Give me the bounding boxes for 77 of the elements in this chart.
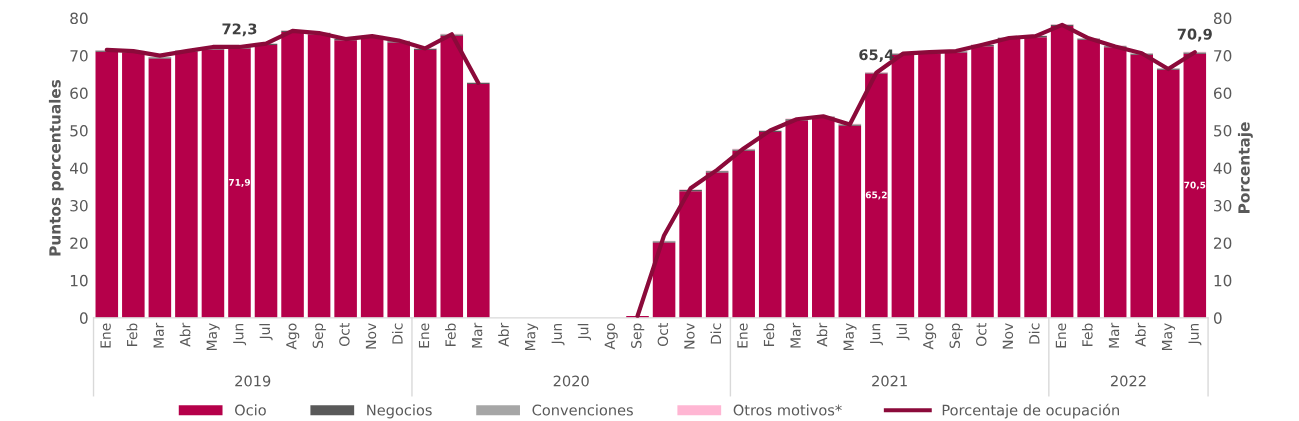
legend-label: Ocio bbox=[235, 404, 266, 416]
text: 2019 bbox=[235, 375, 271, 387]
x-tick-label: Dic bbox=[391, 323, 403, 344]
y2-tick-label: 20 bbox=[1214, 237, 1232, 249]
x-tick-label: Jul bbox=[577, 324, 592, 341]
x-tick-label: Nov bbox=[1002, 323, 1014, 349]
x-tick-label: Feb bbox=[763, 323, 775, 346]
y2-tick-label: 70 bbox=[1214, 50, 1232, 62]
x-tick-label: May bbox=[525, 323, 539, 351]
x-tick-label: Ago bbox=[923, 323, 937, 350]
text: 2021 bbox=[872, 375, 907, 387]
x-tick-label: May bbox=[206, 323, 220, 351]
data-label: 71,9 bbox=[228, 178, 251, 187]
y-tick-label: 80 bbox=[70, 12, 88, 25]
y-tick-label: 20 bbox=[70, 237, 88, 249]
x-tick-label: Nov bbox=[684, 323, 695, 349]
x-tick-label: Ene bbox=[418, 323, 430, 348]
x-tick-label: May bbox=[1161, 323, 1175, 351]
x-tick-label: Feb bbox=[126, 323, 138, 346]
y-tick-label: 40 bbox=[69, 162, 88, 174]
x-tick-label: Jun bbox=[1188, 323, 1202, 346]
legend-label: Negocios bbox=[367, 404, 432, 419]
y-tick-label: 50 bbox=[70, 124, 88, 137]
x-tick-label: Mar bbox=[153, 322, 164, 348]
data-label: 65,4 bbox=[859, 49, 894, 63]
x-tick-label: Mar bbox=[790, 322, 801, 348]
data-label: 70,5 bbox=[1184, 181, 1206, 190]
x-tick-label: Abr bbox=[179, 322, 191, 347]
y2-axis-title: Porcentaje bbox=[1237, 122, 1253, 213]
x-tick-label: Sep bbox=[312, 323, 326, 348]
y2-tick-label: 80 bbox=[1213, 12, 1232, 25]
y-tick-label: 60 bbox=[70, 87, 88, 100]
y-tick-label: 10 bbox=[70, 274, 88, 287]
x-tick-label: Ene bbox=[737, 323, 748, 348]
y2-tick-label: 50 bbox=[1214, 124, 1232, 137]
x-tick-label: Feb bbox=[1081, 323, 1093, 346]
x-tick-label: Ene bbox=[1055, 323, 1067, 348]
x-tick-label: Mar bbox=[1108, 322, 1120, 348]
y2-tick-label: 0 bbox=[1213, 312, 1222, 324]
x-tick-label: Oct bbox=[657, 323, 669, 346]
x-tick-label: Jul bbox=[259, 324, 273, 341]
legend-label: Porcentaje de ocupación bbox=[942, 403, 1119, 419]
text: 2020 bbox=[553, 375, 589, 387]
y-tick-label: 70 bbox=[70, 50, 88, 62]
x-tick-label: Jun bbox=[551, 323, 565, 346]
x-tick-label: Jun bbox=[233, 323, 247, 346]
x-tick-label: Ene bbox=[100, 323, 111, 348]
y2-tick-label: 60 bbox=[1214, 87, 1232, 100]
x-tick-label: Oct bbox=[976, 323, 987, 346]
x-tick-label: Dic bbox=[1028, 323, 1040, 344]
x-tick-label: Abr bbox=[1135, 322, 1146, 347]
x-tick-label: Oct bbox=[339, 323, 350, 346]
x-tick-label: Dic bbox=[710, 323, 722, 344]
x-tick-label: Mar bbox=[472, 322, 483, 348]
x-tick-label: Abr bbox=[816, 322, 828, 347]
x-tick-label: Sep bbox=[949, 323, 963, 348]
x-tick-label: Sep bbox=[631, 323, 645, 348]
data-label: 65,2 bbox=[865, 191, 887, 200]
text: 2022 bbox=[1110, 375, 1146, 387]
x-tick-label: Ago bbox=[286, 323, 300, 350]
x-tick-label: May bbox=[843, 323, 857, 351]
y2-tick-label: 10 bbox=[1214, 274, 1232, 287]
legend-label: Convenciones bbox=[532, 404, 633, 416]
x-tick-label: Jun bbox=[870, 323, 883, 346]
y-tick-label: 0 bbox=[79, 312, 88, 324]
y-axis-title: Puntos porcentuales bbox=[48, 79, 64, 256]
x-tick-label: Abr bbox=[498, 322, 509, 347]
x-tick-label: Feb bbox=[445, 323, 456, 346]
y2-tick-label: 40 bbox=[1213, 162, 1232, 174]
x-tick-label: Ago bbox=[604, 323, 618, 350]
x-tick-label: Jul bbox=[896, 324, 910, 341]
x-tick-label: Nov bbox=[365, 323, 377, 349]
y2-tick-label: 30 bbox=[1214, 199, 1232, 212]
y-tick-label: 30 bbox=[70, 199, 88, 212]
legend-label: Otros motivos* bbox=[733, 404, 842, 416]
data-label: 72,3 bbox=[222, 23, 257, 37]
data-label: 70,9 bbox=[1177, 28, 1212, 42]
